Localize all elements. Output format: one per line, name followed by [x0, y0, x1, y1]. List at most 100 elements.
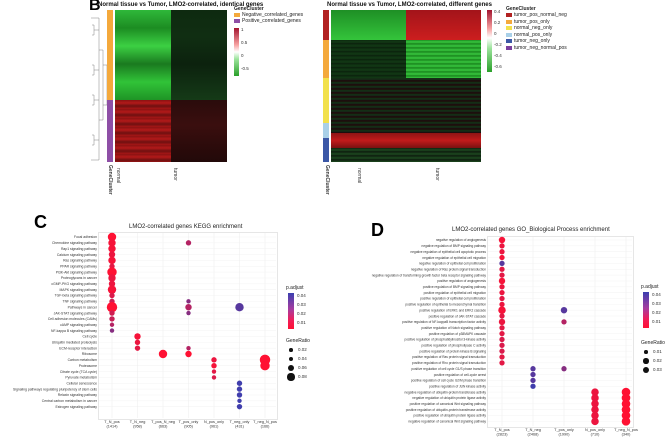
enrichment-dot: [530, 366, 536, 372]
panel-d-dotplot: negative regulation of angiogenesis negat…: [372, 236, 638, 437]
term-label: positive regulation of BMP signaling pat…: [423, 285, 487, 289]
legend-label-tumor_neg_normal_pos: tumor_neg_normal_pos: [514, 44, 567, 51]
category-label: (431): [235, 425, 245, 429]
panel-c-padjust-tick: 0.03: [297, 302, 306, 307]
term-label: Rap1 signaling pathway: [61, 247, 97, 251]
term-label: negative regulation of ubiquitin protein…: [412, 396, 486, 400]
enrichment-dot: [499, 342, 505, 348]
enrichment-dot: [211, 375, 217, 380]
heatmap-left-cell-tumor-pos: [171, 100, 227, 162]
category-label: (340): [622, 433, 632, 437]
enrichment-dot: [499, 336, 505, 343]
category-label: N_pos_only: [585, 428, 605, 432]
category-label: (710): [591, 433, 601, 437]
panel-d-padjust-colorbar: [643, 292, 649, 328]
enrichment-dot: [499, 284, 505, 290]
category-label: T_N_pos: [104, 420, 120, 424]
category-label: T_N_pos: [494, 428, 510, 432]
generatio-legend-dot: [642, 366, 650, 374]
colorbar-left-tick: -0.5: [241, 66, 249, 71]
term-label: positive regulation of Notch signaling p…: [421, 326, 486, 330]
term-label: negative regulation of transforming grow…: [372, 273, 487, 277]
enrichment-dot: [498, 236, 506, 244]
category-label: (663): [159, 425, 169, 429]
enrichment-dot: [236, 386, 243, 392]
legend-swatch-normal_neg_only: [506, 26, 512, 30]
category-label: T_pos_only: [554, 428, 574, 432]
enrichment-dot: [236, 403, 243, 410]
enrichment-dot: [530, 383, 536, 389]
enrichment-dot: [108, 245, 116, 253]
cluster-bar-right: [323, 40, 329, 78]
colorbar-right-tick: -0.4: [494, 53, 502, 58]
heatmap-right-cell: [406, 10, 481, 40]
enrichment-dot: [107, 285, 117, 294]
term-label: positive regulation of ubiquitin-protein…: [406, 408, 487, 412]
enrichment-dot: [109, 328, 115, 333]
panel-c-padjust-colorbar: [288, 293, 294, 329]
enrichment-dot: [134, 333, 141, 340]
category-label: (958): [133, 425, 143, 429]
category-label: N_pos_only: [204, 420, 224, 424]
enrichment-dot: [499, 290, 505, 296]
heatmap-left-cell-normal-neg: [115, 10, 171, 100]
enrichment-dot: [560, 307, 568, 314]
cluster-bar-positive: [107, 100, 113, 162]
enrichment-dot: [185, 304, 192, 311]
term-label: negative regulation of angiogenesis: [436, 238, 487, 242]
enrichment-dot: [591, 388, 599, 396]
enrichment-dot: [498, 306, 506, 314]
enrichment-dot: [186, 345, 191, 351]
term-label: Pathways in cancer: [68, 305, 98, 309]
panel-d-padjust-tick: 0.02: [652, 310, 661, 315]
term-label: Carbon metabolism: [68, 358, 98, 362]
term-label: Estrogen signaling pathway: [56, 405, 98, 409]
enrichment-dot: [109, 322, 115, 327]
enrichment-dot: [236, 392, 243, 398]
colorbar-left-tick: 0: [241, 53, 244, 58]
term-label: positive regulation of Ras protein signa…: [412, 355, 486, 359]
heatmap-right-cell: [331, 133, 481, 148]
enrichment-dot: [211, 369, 217, 374]
legend-swatch-negative: [234, 13, 240, 17]
term-label: positive regulation of ERK1 and ERK2 cas…: [419, 308, 486, 312]
panel-d-label: D: [371, 220, 384, 240]
term-label: Focal adhesion: [74, 235, 97, 239]
enrichment-dot: [530, 371, 536, 378]
enrichment-dot: [499, 360, 505, 366]
term-label: Cell cycle: [82, 335, 97, 339]
enrichment-dot: [186, 299, 191, 304]
term-label: positive regulation of cell cycle G2/M p…: [411, 379, 486, 383]
panel-c-title: LMO2-correlated genes KEGG enrichment: [129, 224, 243, 230]
term-label: positive regulation of JUN kinase activi…: [429, 384, 486, 388]
legend-label-positive: Positive_correlated_genes: [242, 18, 301, 24]
category-label: (2823): [497, 433, 509, 437]
term-label: Cellular senescence: [66, 381, 97, 385]
enrichment-dot: [499, 260, 505, 267]
legend-label-normal_pos_only: normal_pos_only: [514, 31, 553, 38]
enrichment-dot: [498, 277, 506, 285]
enrichment-dot: [530, 377, 536, 384]
heatmap-left-cell-normal-pos: [115, 100, 171, 162]
enrichment-dot: [134, 345, 141, 351]
enrichment-dot: [109, 310, 115, 316]
enrichment-dot: [499, 313, 505, 319]
generatio-legend-dot: [644, 350, 648, 354]
enrichment-dot: [591, 411, 599, 420]
panel-d-title: LMO2-correlated genes GO_Biological Proc…: [452, 227, 610, 233]
enrichment-dot: [499, 254, 505, 261]
term-label: cGMP-PKG signaling pathway: [51, 282, 97, 286]
panel-c-plot-area: [98, 232, 278, 420]
cluster-bar-right: [323, 78, 329, 123]
term-label: positive regulation of epithelial to mes…: [405, 303, 486, 307]
term-label: negative regulation of Ras protein signa…: [411, 267, 486, 271]
panel-d-padjust-tick: 0.04: [652, 292, 661, 297]
heatmap-left-title: Normal tissue vs Tumor, LMO2-correlated,…: [98, 2, 264, 8]
legend-swatch-normal_pos_only: [506, 32, 512, 37]
term-label: Signaling pathways regulating pluripoten…: [13, 387, 97, 391]
generatio-legend-label: 0.04: [298, 356, 307, 361]
cluster-bar-right: [323, 123, 329, 138]
heatmap-right: [331, 10, 481, 162]
enrichment-dot: [260, 361, 270, 371]
enrichment-dot: [108, 256, 116, 265]
